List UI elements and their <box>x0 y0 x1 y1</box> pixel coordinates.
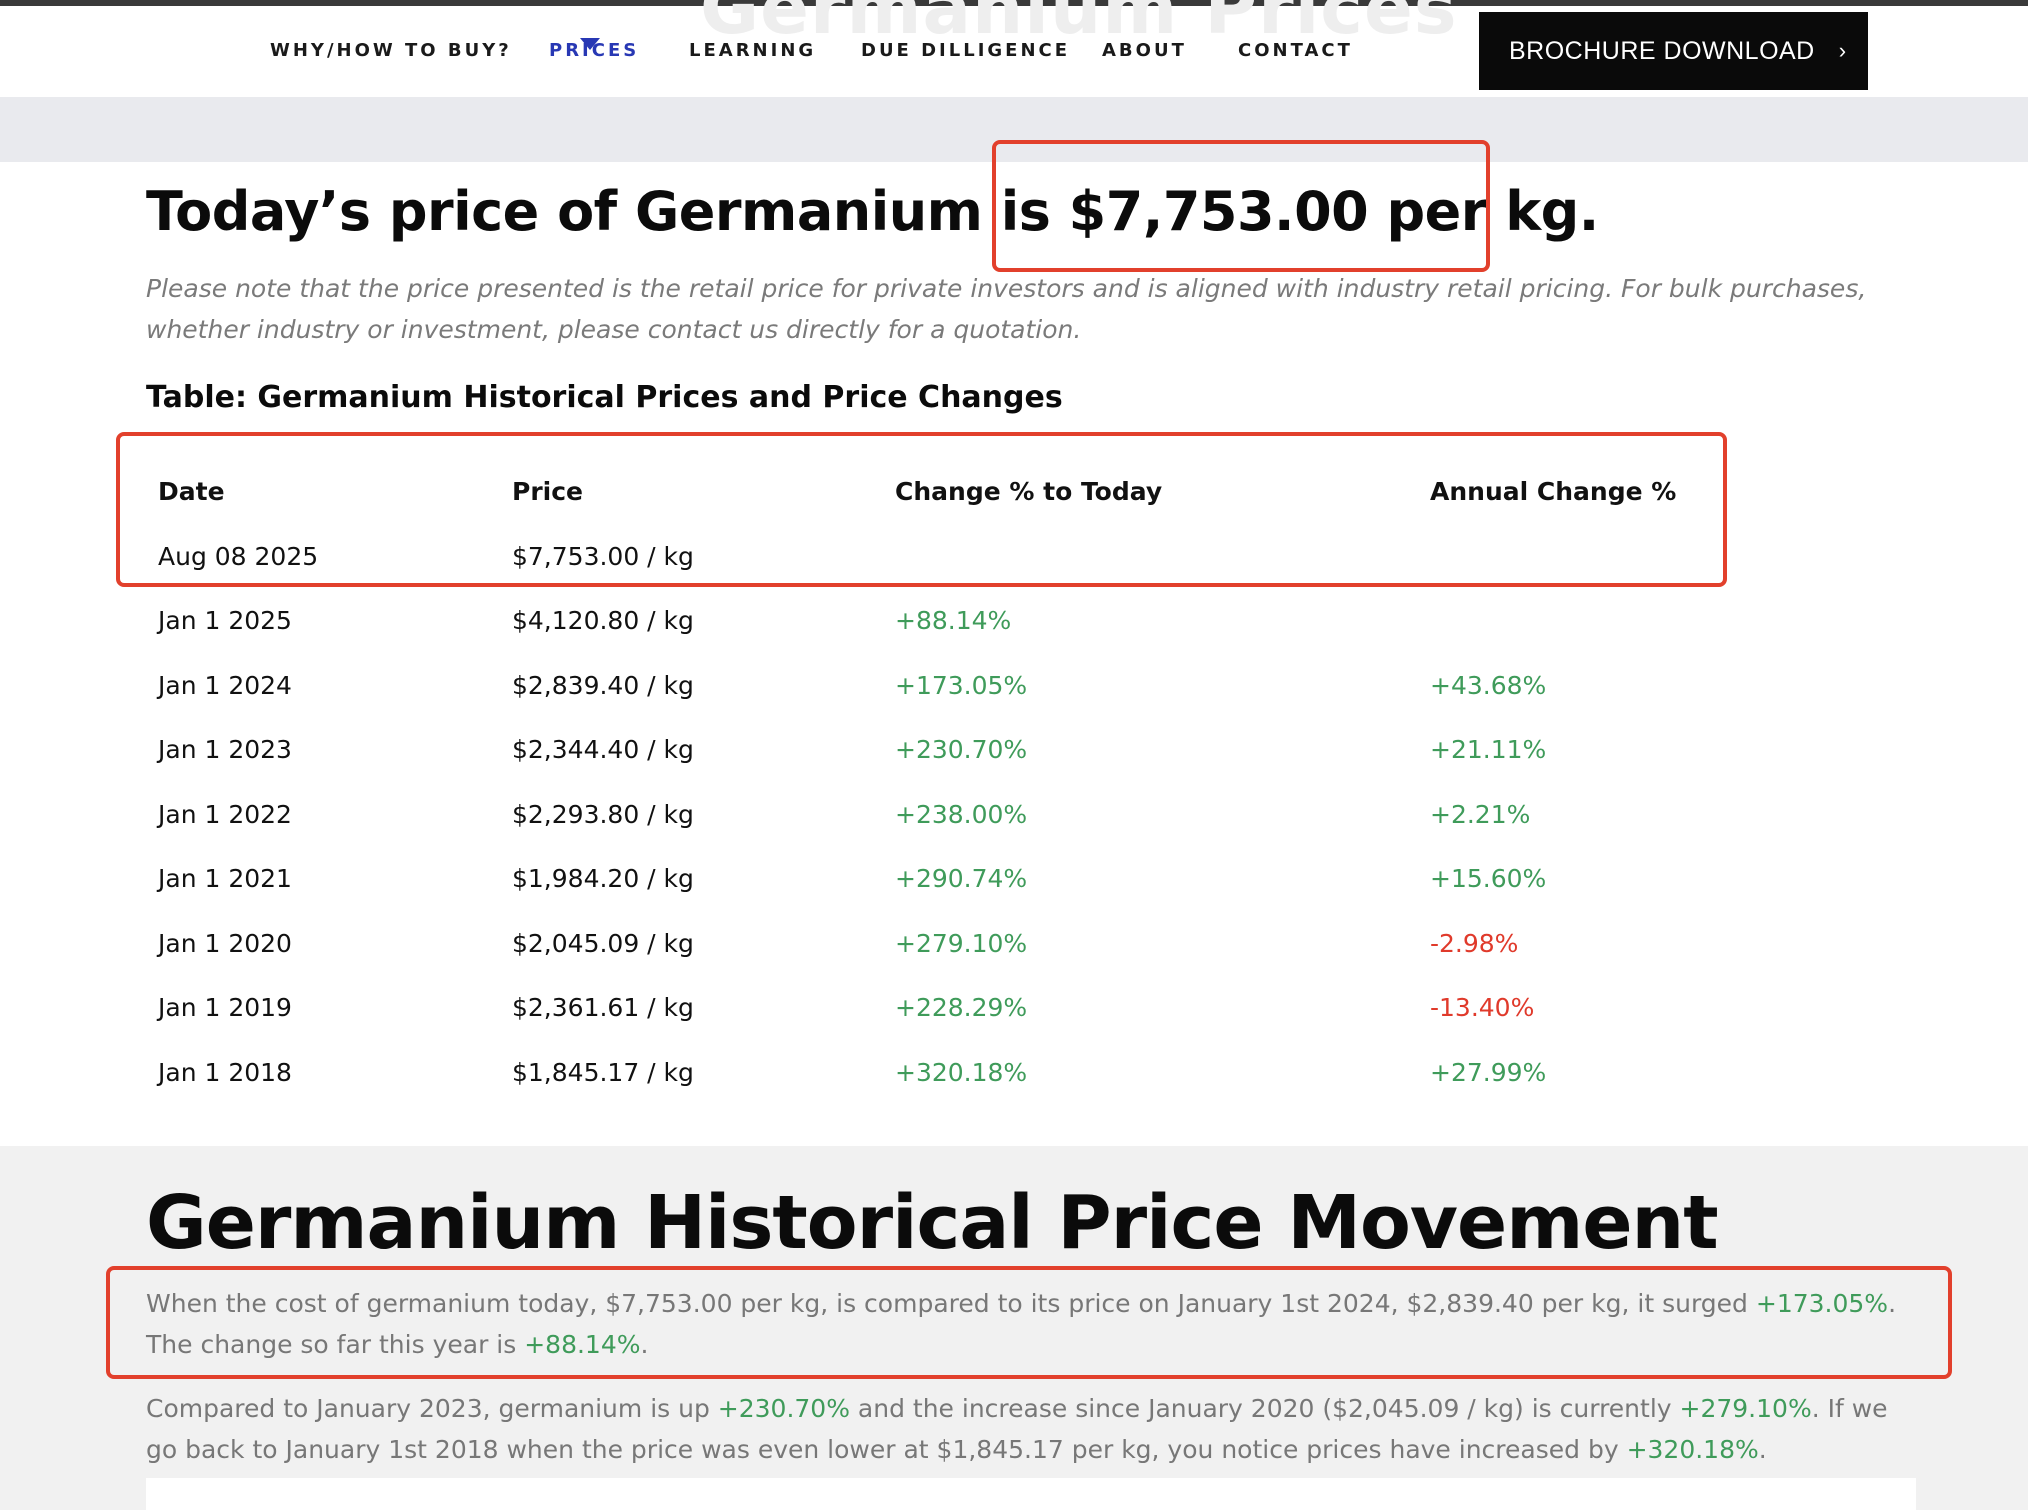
price-cell: $2,839.40 / kg <box>512 670 694 700</box>
header-price: Price <box>512 477 583 506</box>
table-row: Jan 1 2021 $1,984.20 / kg +290.74% +15.60% <box>146 847 1726 912</box>
price-cell: $2,344.40 / kg <box>512 735 694 764</box>
price-cell: $1,984.20 / kg <box>512 864 694 893</box>
price-cell: $2,045.09 / kg <box>512 928 694 958</box>
table-row: Jan 1 2022 $2,293.80 / kg +238.00% +2.21% <box>146 783 1726 848</box>
para1-text-2: . The change so far this year is <box>146 1289 1897 1359</box>
table-row: Jan 1 2025 $4,120.80 / kg +88.14% <box>146 589 1726 654</box>
todays-price-heading: Today’s price of Germanium is $7,753.00 … <box>146 180 1599 243</box>
table-row: Jan 1 2018 $1,845.17 / kg +320.18% +27.99% <box>146 1041 1726 1106</box>
table-row: Jan 1 2023 $2,344.40 / kg +230.70% +21.11% <box>146 718 1726 783</box>
annual-change-cell: +2.21% <box>1430 799 1531 829</box>
date-cell: Jan 1 2022 <box>158 799 292 829</box>
annual-change-cell: -13.40% <box>1430 993 1535 1022</box>
date-cell: Jan 1 2023 <box>158 735 292 764</box>
retail-price-note: Please note that the price presented is … <box>146 274 1867 344</box>
price-heading-prefix: Today’s price of Germanium is <box>146 180 1069 243</box>
change-cell: +230.70% <box>895 735 1028 764</box>
para2-text-2: and the increase since January 2020 ($2,… <box>849 1394 1680 1423</box>
top-border <box>0 0 2028 6</box>
table-caption: Table: Germanium Historical Prices and P… <box>146 380 1063 415</box>
historical-prices-table: Date Price Change % to Today Annual Chan… <box>146 460 1726 1105</box>
header-annual-change: Annual Change % <box>1430 477 1677 506</box>
nav-about[interactable]: ABOUT <box>1102 40 1187 61</box>
para2-value-2: +279.10% <box>1679 1394 1812 1423</box>
para1-text-1: When the cost of germanium today, $7,753… <box>146 1289 1756 1318</box>
change-cell: +290.74% <box>895 864 1028 893</box>
site-header: Germanium Prices WHY/HOW TO BUY? PRICES … <box>0 0 2028 97</box>
nav-why-how-to-buy[interactable]: WHY/HOW TO BUY? <box>270 40 512 61</box>
table-row: Jan 1 2020 $2,045.09 / kg +279.10% -2.98% <box>146 912 1726 977</box>
price-movement-section: Germanium Historical Price Movement When… <box>0 1146 2028 1510</box>
para1-text-3: . <box>640 1330 649 1359</box>
movement-paragraph-1: When the cost of germanium today, $7,753… <box>146 1283 1916 1365</box>
annual-change-cell: +43.68% <box>1430 670 1547 700</box>
date-cell: Jan 1 2024 <box>158 670 292 700</box>
price-heading-value: $7,753.00 per kg. <box>1068 180 1600 243</box>
price-cell: $7,753.00 / kg <box>512 541 694 571</box>
table-header-row: Date Price Change % to Today Annual Chan… <box>146 460 1726 525</box>
nav-due-dilligence[interactable]: DUE DILLIGENCE <box>861 40 1071 61</box>
table-row: Jan 1 2024 $2,839.40 / kg +173.05% +43.68% <box>146 654 1726 719</box>
header-band <box>0 97 2028 162</box>
date-cell: Jan 1 2018 <box>158 1057 292 1087</box>
table-body: Aug 08 2025 $7,753.00 / kg Jan 1 2025 $4,12… <box>146 525 1726 1106</box>
price-cell: $2,293.80 / kg <box>512 799 694 829</box>
chevron-right-icon: › <box>1838 38 1847 63</box>
change-cell: +88.14% <box>895 606 1012 635</box>
date-cell: Jan 1 2020 <box>158 928 292 958</box>
nav-learning[interactable]: LEARNING <box>689 40 817 61</box>
annual-change-cell: -2.98% <box>1430 928 1519 958</box>
para2-text-4: . <box>1758 1435 1767 1464</box>
movement-paragraph-2: Compared to January 2023, germanium is u… <box>146 1388 1916 1470</box>
change-cell: +228.29% <box>895 993 1028 1022</box>
annual-change-cell: +27.99% <box>1430 1057 1547 1087</box>
table-row: Jan 1 2019 $2,361.61 / kg +228.29% -13.40% <box>146 976 1726 1041</box>
price-cell: $2,361.61 / kg <box>512 993 694 1022</box>
brochure-download-button[interactable]: BROCHURE DOWNLOAD › <box>1479 12 1868 90</box>
header-date: Date <box>158 477 225 506</box>
para1-value-1: +173.05% <box>1755 1289 1889 1318</box>
change-cell: +320.18% <box>895 1057 1028 1087</box>
change-cell: +173.05% <box>895 670 1028 700</box>
ghost-page-title: Germanium Prices <box>700 0 1458 50</box>
price-cell: $1,845.17 / kg <box>512 1057 694 1087</box>
para2-value-3: +320.18% <box>1626 1435 1759 1464</box>
para2-text-3: . If we go back to January 1st 2018 when… <box>146 1394 1888 1464</box>
change-cell: +238.00% <box>895 799 1028 829</box>
annual-change-cell: +21.11% <box>1430 735 1547 764</box>
date-cell: Aug 08 2025 <box>158 541 319 571</box>
date-cell: Jan 1 2021 <box>158 864 292 893</box>
price-cell: $4,120.80 / kg <box>512 606 694 635</box>
price-section: Today’s price of Germanium is $7,753.00 … <box>0 162 2028 1146</box>
content-box <box>146 1478 1916 1510</box>
annual-change-cell: +15.60% <box>1430 864 1547 893</box>
change-cell: +279.10% <box>895 928 1028 958</box>
nav-prices[interactable]: PRICES <box>549 40 640 61</box>
active-indicator-icon <box>580 38 600 50</box>
table-row: Aug 08 2025 $7,753.00 / kg <box>146 525 1726 590</box>
brochure-download-label: BROCHURE DOWNLOAD <box>1509 36 1815 65</box>
para2-text-1: Compared to January 2023, germanium is u… <box>146 1394 718 1423</box>
price-movement-title: Germanium Historical Price Movement <box>146 1180 1719 1266</box>
nav-contact[interactable]: CONTACT <box>1238 40 1353 61</box>
para2-value-1: +230.70% <box>717 1394 850 1423</box>
header-change-to-today: Change % to Today <box>895 477 1163 506</box>
date-cell: Jan 1 2025 <box>158 606 292 635</box>
date-cell: Jan 1 2019 <box>158 993 292 1022</box>
para1-value-2: +88.14% <box>524 1330 641 1359</box>
